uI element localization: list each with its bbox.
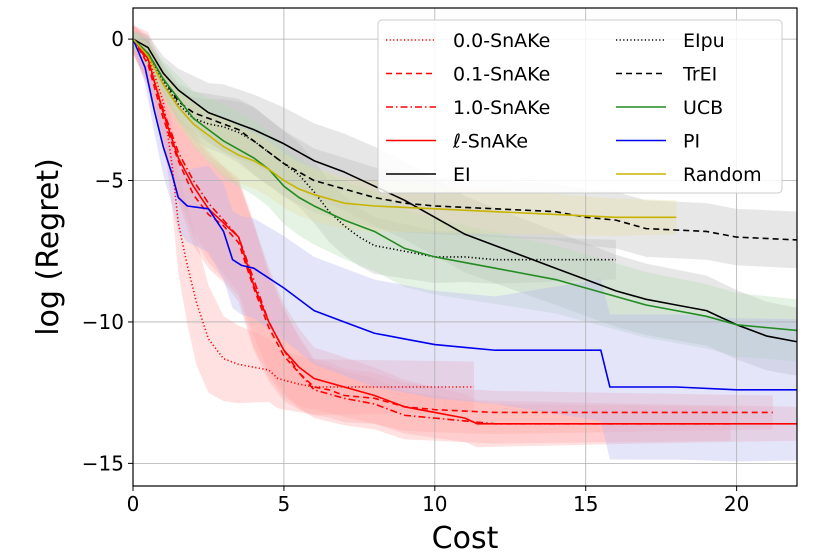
band-eipu [133,30,616,284]
y-tick-label: −10 [82,310,124,334]
legend-label-trei: TrEI [682,64,717,86]
band-ei [133,30,797,376]
series-lines [132,38,798,425]
series-line-eipu [132,38,616,261]
band-ell-snake [133,24,797,448]
band-random [133,30,677,236]
legend-box [377,19,783,194]
legend-label-0-1-snake: 0.1-SnAKe [453,64,550,86]
series-line-trei [132,38,798,241]
series-line-ucb [132,38,798,332]
series-line-ell-snake [132,38,797,425]
x-tick-label: 5 [278,492,291,516]
legend-label-eipu: EIpu [683,30,725,52]
band-ucb [133,30,797,362]
x-tick-label: 0 [127,492,140,516]
x-axis-title: Cost [432,521,499,554]
legend: 0.0-SnAKe 0.1-SnAKe 1.0-SnAKe ℓ-SnAKe EI EIpu… [377,19,783,194]
axis-ticks: 0 5 10 15 20 0 −5 −10 −15 [82,27,750,516]
confidence-bands [133,24,797,462]
legend-label-random: Random [683,164,762,186]
y-tick-label: −15 [82,451,124,475]
legend-label-ell-snake: ℓ-SnAKe [452,131,528,153]
series-line-0-1-snake [132,38,773,414]
band-1-0-snake [133,24,731,444]
band-0-0-snake [133,24,475,415]
legend-label-ucb: UCB [683,97,723,119]
legend-label-ei: EI [453,164,471,186]
x-tick-label: 20 [724,492,749,516]
y-tick-label: −5 [95,169,124,193]
series-line-pi [132,38,797,391]
series-line-random [132,38,677,219]
legend-label-1-0-snake: 1.0-SnAKe [453,97,550,119]
y-axis-title: log (Regret) [31,158,66,336]
x-tick-label: 15 [573,492,598,516]
band-0-1-snake [133,24,773,435]
legend-label-pi: PI [683,131,700,153]
band-trei [133,30,797,269]
x-tick-label: 10 [422,492,447,516]
band-pi [133,30,797,462]
series-line-ei [132,38,798,343]
plot-frame [132,7,798,487]
y-tick-label: 0 [111,27,124,51]
legend-label-0-0-snake: 0.0-SnAKe [453,30,550,52]
